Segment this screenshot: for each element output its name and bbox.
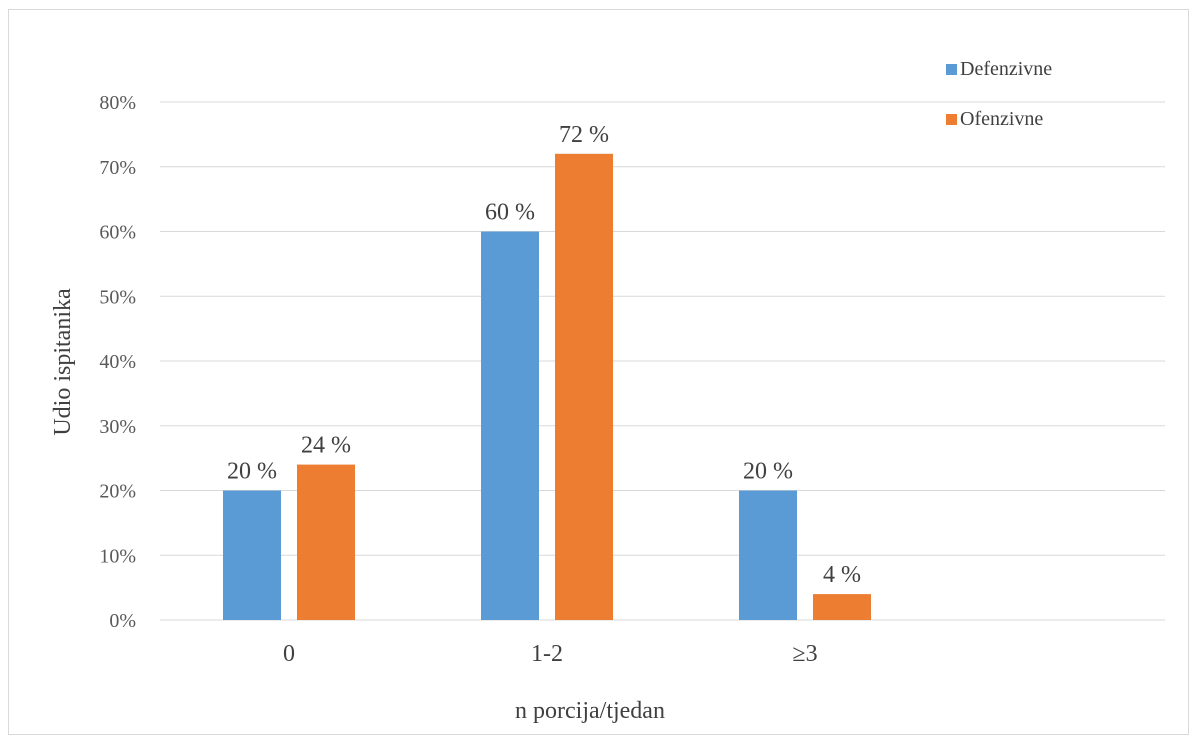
y-tick-label: 0% [109,610,136,632]
legend: Defenzivne Ofenzivne [946,58,1052,130]
data-labels: 20 % 24 % 60 % 72 % 20 % 4 % [227,122,861,588]
y-tick-label: 60% [99,222,136,244]
x-tick-label: 1-2 [531,641,563,667]
legend-label-defenzivne: Defenzivne [960,58,1052,80]
bar-ofenzivne-1 [555,153,613,621]
y-tick-label: 10% [99,545,136,567]
x-tick-label: ≥3 [792,641,817,667]
y-tick-label: 20% [99,481,136,503]
bar-defenzivne-1 [481,231,539,620]
bar-defenzivne-0 [223,490,281,620]
y-tick-label: 80% [99,92,136,114]
data-label-ofenzivne-2: 4 % [823,562,861,588]
x-tick-label: 0 [283,641,295,667]
data-label-defenzivne-1: 60 % [485,200,535,226]
bar-ofenzivne-2 [813,594,871,620]
bars [223,153,871,621]
legend-swatch-ofenzivne [946,114,957,125]
y-tick-label: 50% [99,286,136,308]
x-axis-ticks: 0 1-2 ≥3 [283,641,818,667]
x-axis-title: n porcija/tjedan [515,698,665,724]
y-tick-label: 40% [99,351,136,373]
bar-defenzivne-2 [739,490,797,620]
y-axis-title: Udio ispitanika [50,288,76,436]
data-label-defenzivne-0: 20 % [227,459,277,485]
data-label-ofenzivne-1: 72 % [559,122,609,148]
bar-ofenzivne-0 [297,464,355,620]
data-label-ofenzivne-0: 24 % [301,433,351,459]
legend-swatch-defenzivne [946,64,957,75]
legend-label-ofenzivne: Ofenzivne [960,108,1043,130]
y-axis-ticks: 0% 10% 20% 30% 40% 50% 60% 70% 80% [99,92,136,632]
y-tick-label: 70% [99,157,136,179]
data-label-defenzivne-2: 20 % [743,459,793,485]
y-tick-label: 30% [99,416,136,438]
